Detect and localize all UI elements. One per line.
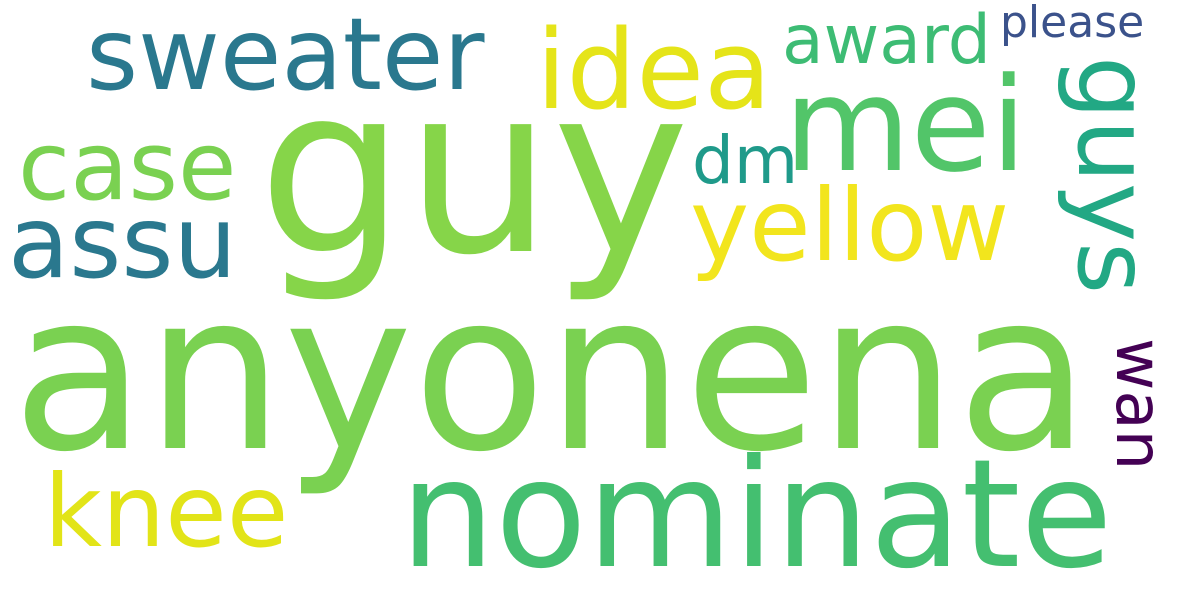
word-please: please: [1000, 0, 1145, 48]
word-award: award: [782, 1, 991, 80]
word-wan: wan: [1101, 338, 1175, 471]
word-case: case: [18, 112, 237, 222]
word-sweater: sweater: [86, 0, 485, 113]
word-knee: knee: [44, 453, 289, 570]
word-mei: mei: [784, 49, 1027, 201]
word-anyonena: anyonena: [12, 247, 1091, 500]
word-assu: assu: [8, 184, 237, 301]
word-yellow: yellow: [690, 167, 1010, 284]
word-nominate: nominate: [400, 428, 1113, 600]
word-dm: dm: [692, 122, 799, 199]
word-guys: guys: [1055, 56, 1172, 295]
word-guy: guy: [258, 36, 690, 306]
word-idea: idea: [536, 6, 772, 134]
